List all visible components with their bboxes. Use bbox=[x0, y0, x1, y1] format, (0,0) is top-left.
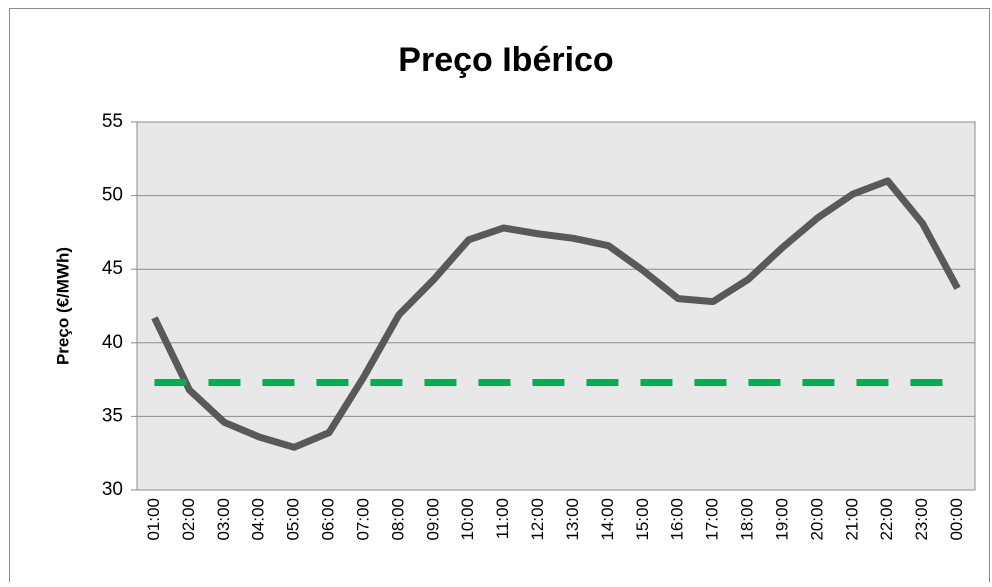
y-tick-label: 40 bbox=[102, 332, 123, 353]
x-tick-label: 20:00 bbox=[807, 498, 826, 541]
x-tick-label: 01:00 bbox=[144, 498, 163, 541]
x-tick-label: 07:00 bbox=[353, 498, 372, 541]
x-tick-label: 11:00 bbox=[493, 498, 512, 539]
y-axis-label: Preço (€/MWh) bbox=[53, 247, 72, 365]
y-tick-label: 35 bbox=[102, 405, 123, 426]
y-tick-label: 45 bbox=[102, 258, 123, 279]
x-tick-label: 02:00 bbox=[179, 498, 198, 541]
x-tick-label: 23:00 bbox=[912, 498, 931, 541]
y-tick-label: 55 bbox=[102, 111, 123, 132]
x-tick-label: 00:00 bbox=[947, 498, 966, 541]
x-tick-label: 21:00 bbox=[842, 498, 861, 541]
y-tick-label: 50 bbox=[102, 185, 123, 206]
x-tick-label: 12:00 bbox=[528, 498, 547, 541]
x-tick-label: 18:00 bbox=[738, 498, 757, 541]
x-tick-label: 16:00 bbox=[668, 498, 687, 541]
chart-title: Preço Ibérico bbox=[398, 41, 613, 79]
y-tick-label: 30 bbox=[102, 479, 123, 500]
x-tick-label: 05:00 bbox=[284, 498, 303, 541]
x-tick-label: 08:00 bbox=[388, 498, 407, 541]
x-tick-label: 06:00 bbox=[319, 498, 338, 541]
x-tick-label: 09:00 bbox=[423, 498, 442, 541]
x-tick-label: 15:00 bbox=[633, 498, 652, 541]
x-tick-label: 03:00 bbox=[214, 498, 233, 541]
plot-area bbox=[136, 121, 976, 491]
x-tick-label: 13:00 bbox=[563, 498, 582, 541]
x-tick-label: 04:00 bbox=[249, 498, 268, 541]
x-tick-label: 19:00 bbox=[772, 498, 791, 541]
x-tick-label: 14:00 bbox=[598, 498, 617, 541]
x-tick-label: 17:00 bbox=[703, 498, 722, 541]
price-line bbox=[151, 177, 961, 451]
x-tick-label: 10:00 bbox=[458, 498, 477, 541]
x-tick-label: 22:00 bbox=[877, 498, 896, 541]
